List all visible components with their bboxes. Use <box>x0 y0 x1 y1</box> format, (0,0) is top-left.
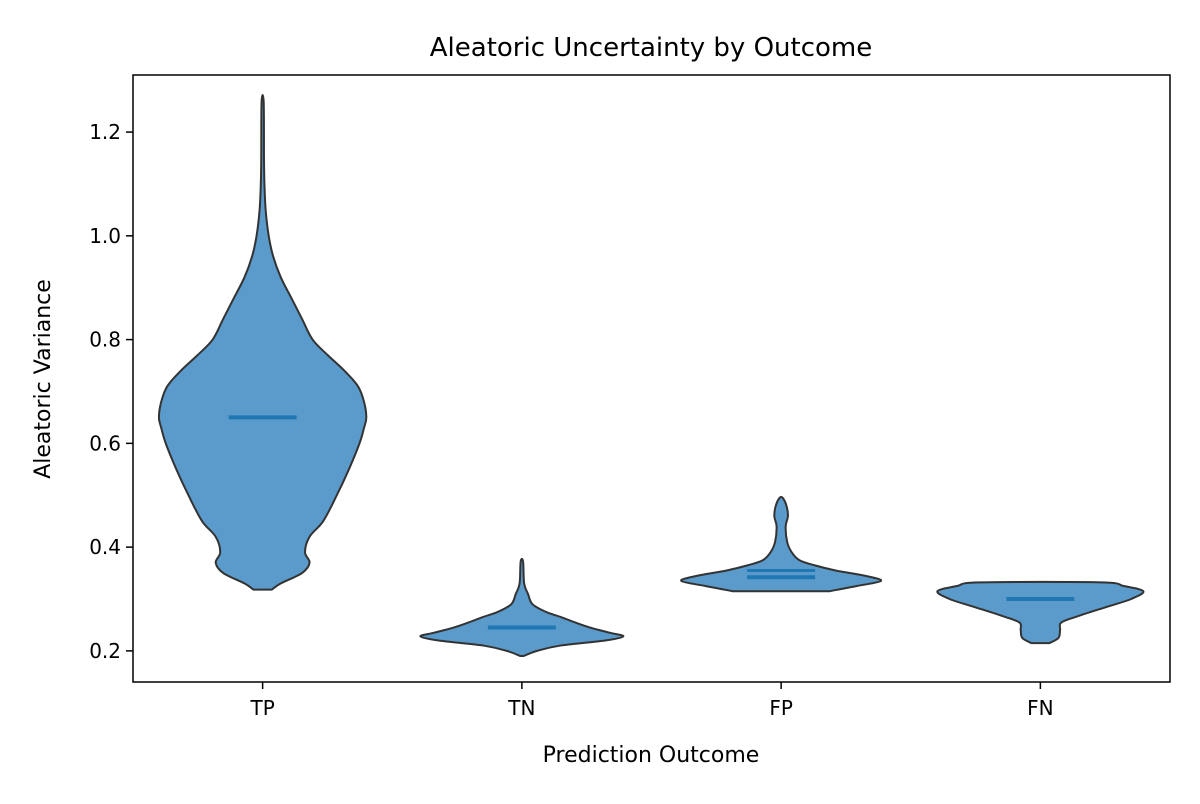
y-tick-label: 0.6 <box>89 431 121 455</box>
violin-fp <box>680 495 883 593</box>
plot-frame <box>132 74 1171 683</box>
y-tick-label: 0.4 <box>89 535 121 559</box>
violin-tp <box>157 93 368 591</box>
x-axis-label: Prediction Outcome <box>543 743 760 768</box>
x-tick-label: TP <box>249 696 274 720</box>
y-tick-label: 0.8 <box>89 328 121 352</box>
x-tick-label: TN <box>507 696 535 720</box>
y-axis-label: Aleatoric Variance <box>31 279 56 479</box>
violin-tn <box>419 557 625 658</box>
chart-title: Aleatoric Uncertainty by Outcome <box>430 33 873 63</box>
y-tick-label: 1.2 <box>89 120 121 144</box>
y-tick-label: 0.2 <box>89 639 121 663</box>
x-tick-label: FP <box>769 696 793 720</box>
plot-area: 0.2 0.4 0.6 0.8 1.0 1.2 TP TN FP FN <box>89 74 1171 720</box>
violin-fn <box>936 580 1145 645</box>
x-tick-label: FN <box>1027 696 1053 720</box>
y-tick-label: 1.0 <box>89 224 121 248</box>
